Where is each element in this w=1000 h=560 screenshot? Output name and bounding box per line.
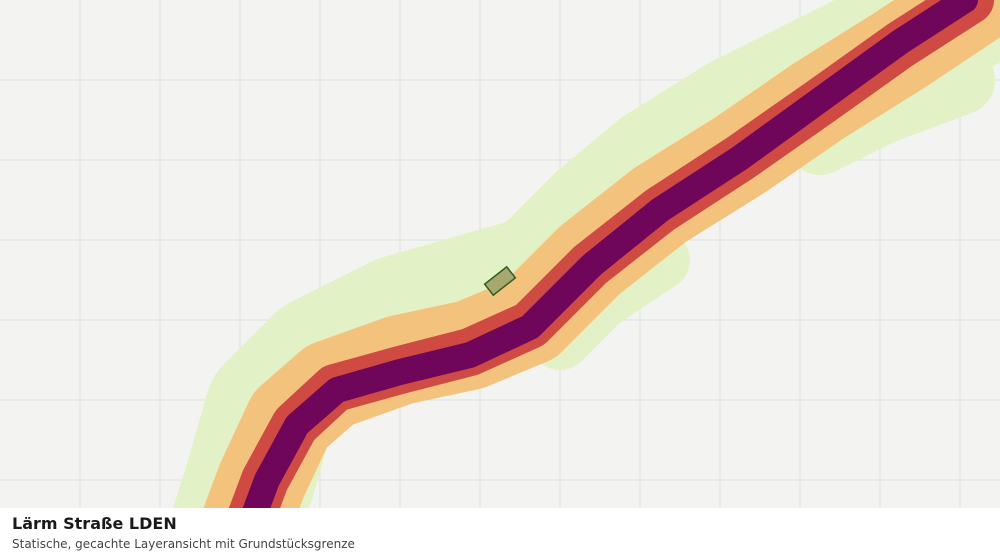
parcel-boundary: [483, 265, 517, 297]
noise-layer: [160, 0, 1000, 560]
layer-title: Lärm Straße LDEN: [12, 514, 177, 533]
layer-subtitle: Statische, gecachte Layeransicht mit Gru…: [12, 537, 355, 551]
noise-band-70: [224, 0, 978, 560]
caption-bar: Lärm Straße LDEN Statische, gecachte Lay…: [0, 508, 1000, 560]
